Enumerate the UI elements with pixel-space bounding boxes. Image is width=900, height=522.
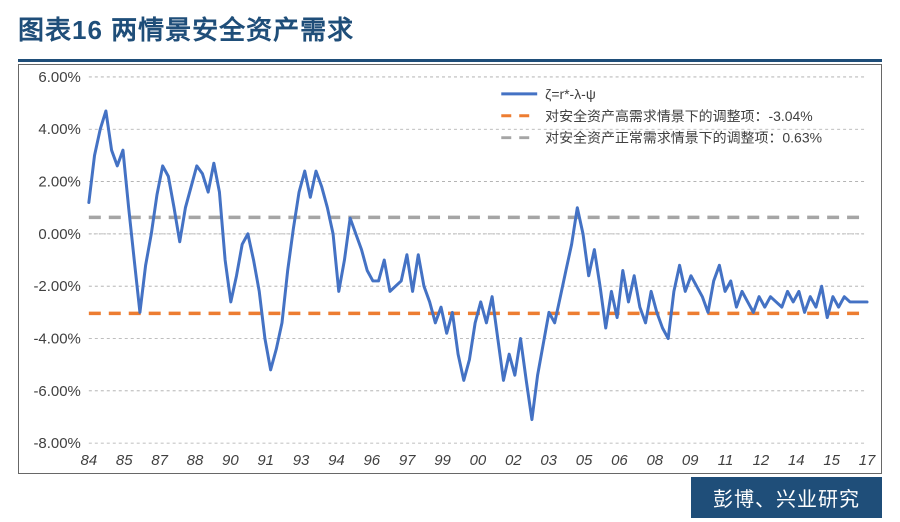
- page-root: 图表16 两情景安全资产需求 -8.00% -6.00% -4.00% -2.00% 0…: [0, 0, 900, 522]
- svg-text:08: 08: [646, 452, 663, 469]
- svg-text:91: 91: [257, 452, 274, 469]
- title-bar: 图表16 两情景安全资产需求: [0, 0, 900, 53]
- chart-plot: -8.00% -6.00% -4.00% -2.00% 0.00% 2.00% 4.00% 6…: [19, 65, 881, 473]
- svg-text:6.00%: 6.00%: [38, 69, 80, 86]
- svg-text:0.00%: 0.00%: [38, 226, 80, 243]
- svg-text:97: 97: [399, 452, 416, 469]
- chart-container: -8.00% -6.00% -4.00% -2.00% 0.00% 2.00% 4.00% 6…: [18, 64, 882, 474]
- svg-text:96: 96: [363, 452, 380, 469]
- svg-text:88: 88: [187, 452, 204, 469]
- svg-text:06: 06: [611, 452, 628, 469]
- title-underline: [18, 59, 882, 62]
- svg-text:-6.00%: -6.00%: [33, 383, 80, 400]
- svg-text:12: 12: [753, 452, 770, 469]
- svg-text:05: 05: [576, 452, 593, 469]
- svg-text:99: 99: [434, 452, 451, 469]
- source-badge: 彭博、兴业研究: [691, 477, 882, 518]
- svg-text:17: 17: [859, 452, 876, 469]
- svg-text:-2.00%: -2.00%: [33, 278, 80, 295]
- svg-text:-8.00%: -8.00%: [33, 435, 80, 452]
- chart-title: 图表16 两情景安全资产需求: [18, 15, 354, 45]
- svg-text:4.00%: 4.00%: [38, 121, 80, 138]
- svg-text:09: 09: [682, 452, 699, 469]
- svg-text:93: 93: [293, 452, 310, 469]
- svg-text:-4.00%: -4.00%: [33, 331, 80, 348]
- svg-text:85: 85: [116, 452, 133, 469]
- svg-text:03: 03: [540, 452, 557, 469]
- svg-text:14: 14: [788, 452, 805, 469]
- svg-text:00: 00: [470, 452, 487, 469]
- svg-text:87: 87: [151, 452, 168, 469]
- svg-text:15: 15: [823, 452, 840, 469]
- svg-text:11: 11: [718, 452, 734, 469]
- svg-text:对安全资产高需求情景下的调整项：-3.04%: 对安全资产高需求情景下的调整项：-3.04%: [545, 108, 813, 124]
- svg-text:84: 84: [81, 452, 98, 469]
- svg-text:90: 90: [222, 452, 239, 469]
- svg-text:ζ=r*-λ-ψ: ζ=r*-λ-ψ: [545, 86, 596, 102]
- svg-text:94: 94: [328, 452, 345, 469]
- svg-text:02: 02: [505, 452, 522, 469]
- svg-text:对安全资产正常需求情景下的调整项：0.63%: 对安全资产正常需求情景下的调整项：0.63%: [545, 130, 822, 146]
- svg-text:2.00%: 2.00%: [38, 174, 80, 191]
